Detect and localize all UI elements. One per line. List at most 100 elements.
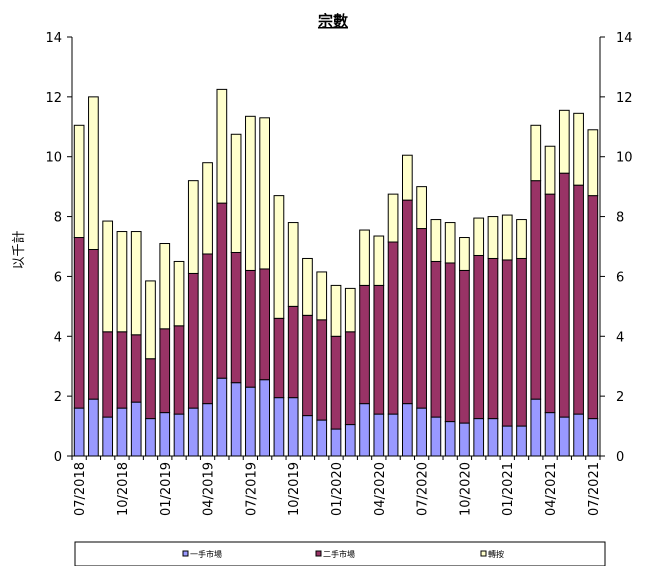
bar-轉按-03/2020	[359, 229, 370, 286]
x-tick-label: 01/2021	[501, 462, 516, 516]
y-tick-label-right: 8	[616, 211, 624, 226]
x-tick-label: 01/2019	[159, 462, 174, 516]
bar-一手市場-12/2018	[145, 418, 156, 457]
bar-轉按-04/2019	[202, 162, 213, 255]
bar-轉按-12/2019	[316, 271, 328, 321]
x-tick-label: 10/2018	[116, 462, 131, 516]
bar-轉按-12/2018	[145, 280, 156, 360]
y-tick-label-left: 14	[45, 31, 62, 46]
bar-轉按-06/2020	[402, 154, 413, 201]
bar-二手市場-03/2021	[530, 180, 542, 400]
bar-一手市場-09/2020	[444, 421, 456, 457]
legend-label-轉按: 轉按	[488, 549, 504, 559]
bar-一手市場-02/2021	[516, 425, 527, 457]
x-tick-label: 04/2019	[202, 462, 217, 516]
bar-二手市場-06/2020	[402, 199, 413, 405]
bar-一手市場-08/2018	[88, 398, 99, 457]
bar-一手市場-07/2020	[416, 407, 427, 457]
bar-一手市場-01/2021	[501, 425, 513, 457]
bar-一手市場-09/2019	[273, 397, 285, 457]
bar-一手市場-04/2019	[202, 403, 213, 457]
y-tick-label-right: 10	[616, 151, 633, 166]
bar-轉按-10/2018	[116, 231, 128, 333]
bar-一手市場-02/2019	[173, 413, 185, 457]
bar-一手市場-04/2021	[544, 412, 556, 457]
x-tick-label: 07/2021	[587, 462, 602, 516]
bar-轉按-07/2018	[73, 124, 85, 239]
bar-轉按-07/2021	[587, 129, 599, 197]
bar-一手市場-01/2020	[330, 428, 342, 457]
y-tick-label-right: 4	[616, 330, 624, 345]
legend-label-二手市場: 二手市場	[323, 549, 355, 559]
bar-轉按-10/2020	[459, 237, 470, 271]
bar-二手市場-03/2020	[359, 284, 370, 405]
bar-轉按-05/2019	[216, 88, 228, 204]
bar-一手市場-07/2019	[245, 386, 256, 457]
legend-box	[74, 541, 606, 566]
x-tick-label: 01/2020	[330, 462, 345, 516]
bar-轉按-11/2019	[302, 257, 313, 316]
bar-二手市場-08/2018	[88, 248, 99, 400]
bar-一手市場-06/2019	[230, 382, 242, 457]
bar-二手市場-07/2019	[245, 269, 256, 388]
bar-二手市場-09/2020	[444, 262, 456, 423]
bar-轉按-06/2019	[230, 133, 242, 253]
bar-一手市場-12/2020	[487, 418, 499, 457]
y-axis-label: 以千計	[11, 230, 27, 269]
bar-轉按-11/2020	[473, 217, 485, 256]
bar-二手市場-04/2021	[544, 193, 556, 414]
bar-轉按-01/2019	[159, 243, 171, 330]
bar-一手市場-05/2021	[558, 416, 570, 457]
bar-二手市場-06/2021	[573, 184, 584, 415]
bar-轉按-02/2021	[516, 219, 527, 259]
y-tick-label-right: 14	[616, 31, 633, 46]
bar-二手市場-11/2019	[302, 314, 313, 417]
legend-swatch-一手市場	[182, 550, 189, 557]
bar-一手市場-02/2020	[344, 424, 356, 457]
bar-轉按-09/2019	[273, 195, 285, 319]
bar-一手市場-09/2018	[102, 416, 114, 457]
bar-一手市場-10/2018	[116, 407, 128, 457]
bar-轉按-04/2021	[544, 145, 556, 195]
bar-二手市場-10/2019	[287, 305, 299, 399]
bar-轉按-06/2021	[573, 112, 584, 186]
bar-轉按-02/2019	[173, 260, 185, 327]
y-tick-label-right: 12	[616, 91, 633, 106]
bar-一手市場-11/2018	[130, 401, 142, 457]
x-tick-label: 10/2019	[287, 462, 302, 516]
bar-轉按-04/2020	[373, 235, 385, 286]
x-tick-label: 07/2019	[244, 462, 259, 516]
bar-轉按-03/2019	[187, 180, 199, 274]
bar-轉按-01/2020	[330, 284, 342, 337]
x-tick-label: 04/2021	[544, 462, 559, 516]
bars-layer	[73, 88, 599, 457]
y-tick-label-left: 12	[45, 91, 62, 106]
bar-二手市場-08/2019	[259, 268, 270, 381]
bar-轉按-10/2019	[287, 222, 299, 307]
y-tick-label-right: 0	[616, 450, 624, 465]
bar-轉按-01/2021	[501, 214, 513, 261]
bar-二手市場-11/2018	[130, 334, 142, 403]
bar-一手市場-03/2021	[530, 398, 542, 457]
bar-一手市場-10/2020	[459, 422, 470, 457]
bar-二手市場-04/2020	[373, 284, 385, 415]
legend-swatch-二手市場	[315, 550, 322, 557]
bar-轉按-07/2020	[416, 186, 427, 230]
legend-label-一手市場: 一手市場	[190, 549, 222, 559]
bar-轉按-08/2020	[430, 219, 442, 262]
y-tick-label-left: 4	[54, 330, 62, 345]
bar-二手市場-08/2020	[430, 260, 442, 418]
bar-二手市場-01/2021	[501, 259, 513, 427]
bar-一手市場-07/2021	[587, 418, 599, 457]
bar-轉按-09/2020	[444, 222, 456, 264]
bar-二手市場-12/2020	[487, 257, 499, 420]
bar-二手市場-10/2018	[116, 331, 128, 409]
bar-一手市場-11/2019	[302, 415, 313, 457]
bar-一手市場-10/2019	[287, 397, 299, 457]
bar-二手市場-01/2020	[330, 335, 342, 430]
bar-一手市場-12/2019	[316, 419, 328, 457]
bar-一手市場-01/2019	[159, 412, 171, 457]
bar-轉按-03/2021	[530, 124, 542, 182]
y-tick-label-left: 6	[54, 270, 62, 285]
